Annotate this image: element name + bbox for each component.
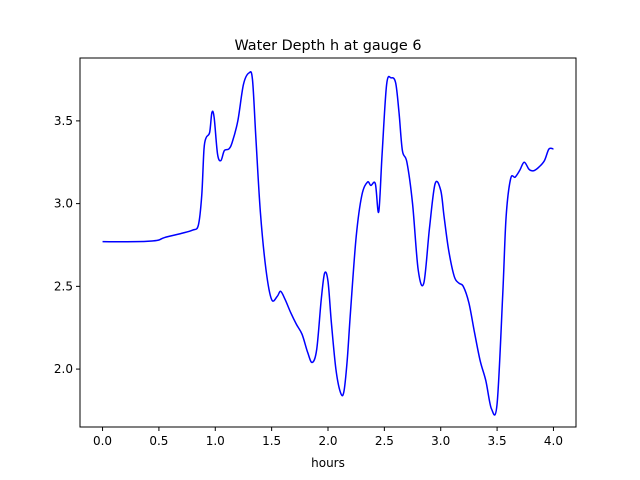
axes-frame (79, 57, 577, 428)
series-line-0 (102, 71, 554, 416)
chart-title: Water Depth h at gauge 6 (234, 38, 421, 54)
x-axis-label: hours (311, 456, 345, 470)
y-tick-label: 2.5 (54, 279, 73, 293)
x-tick-label: 4.0 (544, 434, 563, 448)
x-tick-label: 0.5 (149, 434, 168, 448)
x-tick-label: 3.5 (488, 434, 507, 448)
plot-area (102, 71, 554, 416)
x-tick-label: 0.0 (93, 434, 112, 448)
x-tick-label: 2.0 (318, 434, 337, 448)
x-tick-label: 1.5 (262, 434, 281, 448)
x-axis: 0.0 0.5 1.0 1.5 2.0 2.5 3.0 3.5 4.0 (93, 427, 563, 448)
y-tick-label: 3.5 (54, 114, 73, 128)
x-tick-label: 1.0 (206, 434, 225, 448)
y-axis: 2.0 2.5 3.0 3.5 (54, 114, 80, 376)
x-tick-label: 3.0 (431, 434, 450, 448)
y-tick-label: 3.0 (54, 197, 73, 211)
x-tick-label: 2.5 (375, 434, 394, 448)
y-tick-label: 2.0 (54, 362, 73, 376)
